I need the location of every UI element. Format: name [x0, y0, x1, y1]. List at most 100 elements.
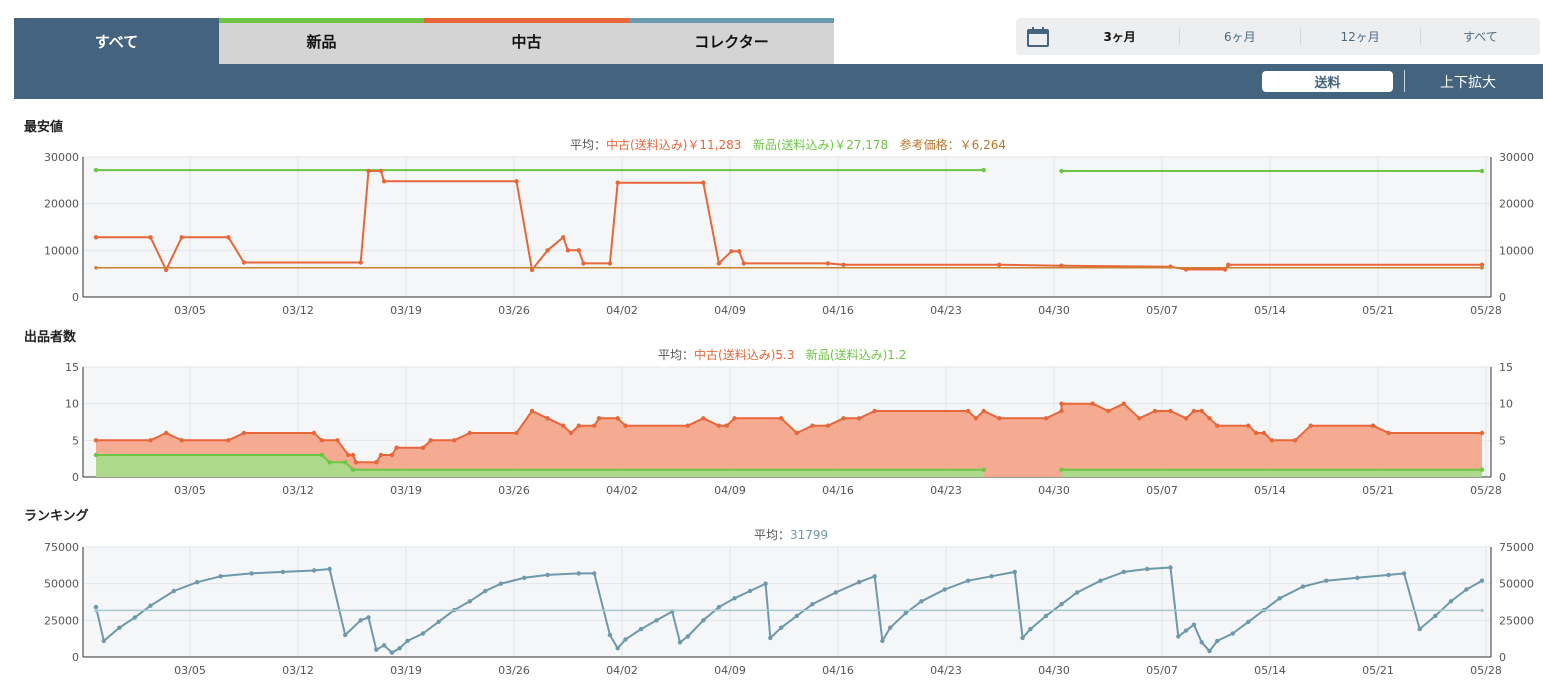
range-all[interactable]: すべて: [1419, 28, 1540, 45]
data-point-used: [1191, 408, 1197, 414]
data-point-rank: [1199, 640, 1204, 645]
y-tick-label-right: 25000: [1499, 614, 1534, 627]
y-tick-label-right: 75000: [1499, 541, 1534, 554]
tab-all-label: すべて: [94, 32, 139, 51]
data-point-rank: [1020, 635, 1025, 641]
y-tick-label-right: 0: [1499, 291, 1506, 304]
y-tick-label-left: 10000: [44, 244, 79, 257]
data-point-rank: [148, 603, 153, 608]
tab-collector-label: コレクター: [694, 32, 769, 51]
x-tick-label: 03/12: [282, 664, 314, 677]
x-tick-label: 04/16: [822, 304, 854, 317]
data-point-rank: [522, 575, 527, 580]
x-tick-label: 04/02: [606, 484, 638, 497]
shipping-toggle[interactable]: 送料: [1262, 71, 1393, 92]
vertical-zoom-button[interactable]: 上下拡大: [1440, 75, 1496, 91]
price-average-used: 中古(送料込み)￥11,283: [606, 138, 742, 152]
y-tick-label-left: 0: [72, 471, 79, 484]
data-point-used: [1199, 408, 1204, 414]
data-point-rank: [872, 574, 877, 579]
data-point-rank: [1448, 599, 1454, 604]
data-point-used: [576, 248, 581, 253]
data-point-used: [1059, 263, 1064, 268]
x-tick-label: 05/28: [1470, 304, 1502, 317]
data-point-rank: [592, 571, 597, 576]
data-point-rank: [1479, 578, 1485, 583]
calendar-icon[interactable]: [1016, 18, 1060, 55]
sellers-average-used: 中古(送料込み)5.3: [694, 348, 795, 362]
data-point-avg: [1480, 608, 1484, 613]
x-tick-label: 05/14: [1254, 304, 1286, 317]
range-12-months[interactable]: 12ヶ月: [1299, 28, 1420, 45]
y-tick-label-left: 50000: [44, 578, 79, 591]
x-tick-label: 03/19: [390, 484, 422, 497]
data-point-new: [1059, 467, 1064, 472]
data-point-rank: [1246, 619, 1251, 624]
data-point-used: [841, 416, 846, 421]
data-point-used: [716, 423, 722, 428]
data-point-used: [973, 416, 979, 421]
data-point-used: [1090, 401, 1095, 406]
data-point-used: [311, 430, 317, 436]
data-point-used: [545, 416, 550, 421]
data-point-used: [737, 249, 742, 254]
data-point-rank: [779, 625, 784, 630]
data-point-used: [741, 261, 746, 266]
x-tick-label: 05/21: [1362, 664, 1394, 677]
data-point-new: [350, 467, 356, 472]
area-fill-used: [96, 403, 1482, 477]
y-tick-label-right: 30000: [1499, 151, 1534, 164]
data-point-rank: [716, 604, 722, 610]
y-tick-label-right: 20000: [1499, 198, 1534, 211]
data-point-used: [732, 416, 737, 421]
data-point-rank: [195, 580, 200, 585]
data-point-rank: [747, 588, 753, 594]
x-tick-label: 04/09: [714, 484, 746, 497]
data-point-rank: [1215, 638, 1220, 644]
sellers-average-prefix: 平均：: [658, 348, 695, 362]
toolbar-divider: [1404, 70, 1405, 92]
data-point-used: [1254, 430, 1259, 436]
data-point-rank: [1012, 569, 1017, 575]
data-point-used: [701, 416, 706, 421]
price-section-title: 最安値: [24, 120, 64, 135]
y-tick-label-right: 0: [1499, 471, 1506, 484]
tab-all[interactable]: すべて: [14, 18, 219, 64]
data-point-used: [1370, 423, 1376, 428]
data-point-rank: [420, 631, 426, 636]
data-point-ref: [1480, 266, 1484, 270]
tab-collector[interactable]: コレクター: [629, 18, 834, 64]
data-point-used: [576, 423, 581, 428]
area-fill-new: [1061, 469, 1482, 477]
data-point-used: [779, 416, 784, 421]
data-point-rank: [989, 574, 994, 579]
data-point-used: [241, 430, 247, 436]
data-point-rank: [405, 638, 410, 644]
x-tick-label: 05/14: [1254, 484, 1286, 497]
data-point-rank: [358, 618, 363, 623]
data-point-rank: [397, 646, 402, 651]
y-tick-label-right: 15: [1499, 361, 1513, 374]
data-point-used: [1137, 416, 1142, 421]
data-point-used: [358, 260, 363, 265]
data-point-used: [1121, 401, 1127, 406]
data-point-rank: [1207, 648, 1212, 654]
tab-new[interactable]: 新品: [219, 18, 424, 64]
data-point-rank: [280, 569, 286, 575]
data-point-rank: [381, 643, 387, 648]
data-point-used: [825, 261, 831, 266]
data-point-used: [981, 408, 986, 414]
data-point-used: [1386, 430, 1391, 436]
range-selector: 3ヶ月 6ヶ月 12ヶ月 すべて: [1016, 18, 1540, 55]
range-3-months[interactable]: 3ヶ月: [1103, 30, 1136, 44]
tab-used-label: 中古: [511, 32, 542, 51]
data-point-new: [981, 167, 986, 173]
data-point-rank: [768, 635, 773, 641]
x-tick-label: 03/19: [390, 304, 422, 317]
range-6-months[interactable]: 6ヶ月: [1179, 28, 1299, 45]
tab-used[interactable]: 中古: [424, 18, 629, 64]
data-point-used: [581, 261, 586, 266]
y-tick-label-right: 5: [1499, 434, 1506, 447]
data-point-used: [394, 445, 399, 450]
data-point-used: [1261, 430, 1267, 436]
